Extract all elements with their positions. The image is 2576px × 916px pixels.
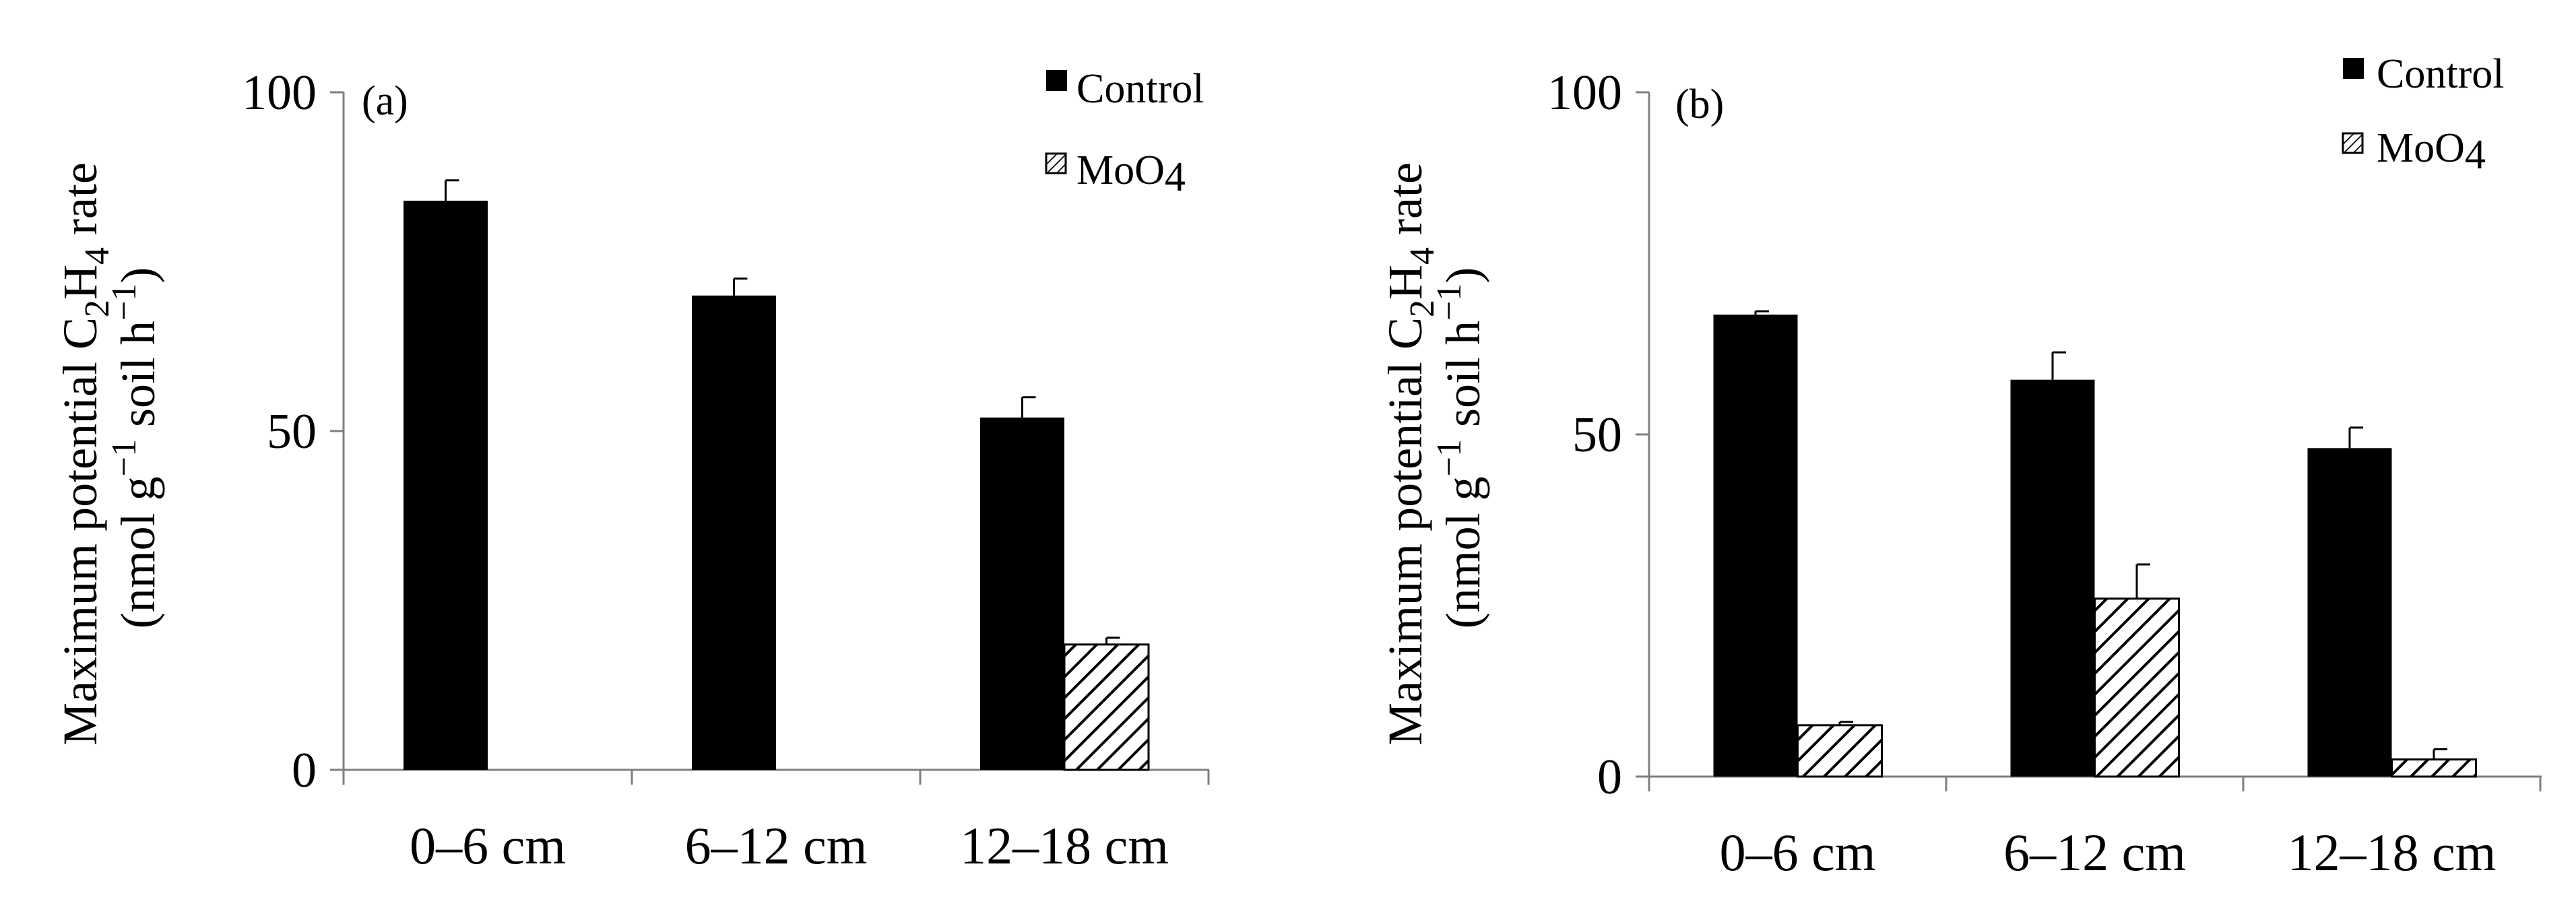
legend-swatch-control — [2343, 58, 2364, 79]
legend-swatch-control — [1046, 70, 1067, 91]
legend-label-moo4: MoO4 — [1076, 148, 1186, 200]
y-tick-label: 0 — [1597, 750, 1622, 805]
x-tick-label: 12–18 cm — [2288, 823, 2497, 882]
y-tick-label: 100 — [242, 65, 317, 121]
legend-label-control: Control — [1076, 66, 1204, 112]
legend: Control MoO4 — [1045, 66, 1204, 200]
bar-control — [980, 417, 1064, 770]
legend-label-moo4: MoO4 — [2377, 125, 2486, 178]
panel-label: (b) — [1675, 81, 1724, 127]
bar-moo4 — [1063, 643, 1150, 771]
y-axis-label: Maximum potential C2H4 rate (nmol g−1 so… — [1378, 150, 1490, 746]
panel-label: (a) — [362, 78, 408, 124]
legend-label-control: Control — [2377, 51, 2504, 97]
x-tick-label: 6–12 cm — [685, 816, 868, 875]
y-tick-label: 100 — [1547, 65, 1622, 121]
y-tick-label: 0 — [292, 743, 317, 798]
plot-area: 0 50 100 0–6 cm 6–12 cm 12–18 cm — [1547, 65, 2542, 882]
bar-control — [692, 295, 776, 770]
bar-moo4 — [2391, 758, 2477, 778]
x-tick-label: 6–12 cm — [2003, 823, 2186, 882]
chart-panel-a: Maximum potential C2H4 rate (nmol g−1 so… — [53, 65, 1210, 875]
legend: Control MoO4 — [2342, 51, 2504, 178]
chart-panel-b: Maximum potential C2H4 rate (nmol g−1 so… — [1378, 51, 2542, 882]
legend-swatch-moo4 — [1045, 152, 1067, 174]
bar-control — [2010, 379, 2095, 777]
legend-swatch-moo4 — [2342, 132, 2364, 154]
x-tick-label: 12–18 cm — [960, 816, 1169, 875]
bar-control — [2307, 448, 2392, 777]
x-tick-label: 0–6 cm — [1720, 823, 1876, 882]
plot-area: 0 50 100 0–6 cm 6–12 cm 12–18 cm — [242, 65, 1210, 875]
bar-moo4 — [1797, 724, 1883, 778]
bar-control — [404, 200, 488, 771]
y-axis-label: Maximum potential C2H4 rate (nmol g−1 so… — [53, 150, 165, 746]
bar-moo4 — [2094, 597, 2180, 778]
y-tick-label: 50 — [267, 404, 317, 459]
x-tick-label: 0–6 cm — [410, 816, 566, 875]
bar-control — [1713, 315, 1798, 777]
y-tick-label: 50 — [1572, 407, 1622, 463]
